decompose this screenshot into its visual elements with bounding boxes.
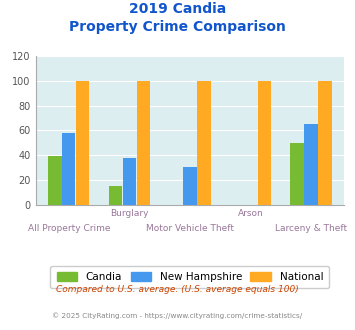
Bar [258,81,271,205]
Text: 2019 Candia: 2019 Candia [129,2,226,16]
Bar [290,143,304,205]
Text: Motor Vehicle Theft: Motor Vehicle Theft [146,224,234,233]
Bar [123,157,136,205]
Text: All Property Crime: All Property Crime [28,224,110,233]
Legend: Candia, New Hampshire, National: Candia, New Hampshire, National [50,266,329,288]
Text: Larceny & Theft: Larceny & Theft [275,224,347,233]
Bar [48,156,61,205]
Bar [197,81,211,205]
Text: © 2025 CityRating.com - https://www.cityrating.com/crime-statistics/: © 2025 CityRating.com - https://www.city… [53,312,302,318]
Text: Burglary: Burglary [110,209,149,217]
Text: Property Crime Comparison: Property Crime Comparison [69,20,286,34]
Text: Compared to U.S. average. (U.S. average equals 100): Compared to U.S. average. (U.S. average … [56,285,299,294]
Bar [318,81,332,205]
Bar [304,124,318,205]
Bar [62,133,76,205]
Bar [76,81,89,205]
Bar [137,81,150,205]
Bar [183,168,197,205]
Text: Arson: Arson [237,209,263,217]
Bar [109,186,122,205]
